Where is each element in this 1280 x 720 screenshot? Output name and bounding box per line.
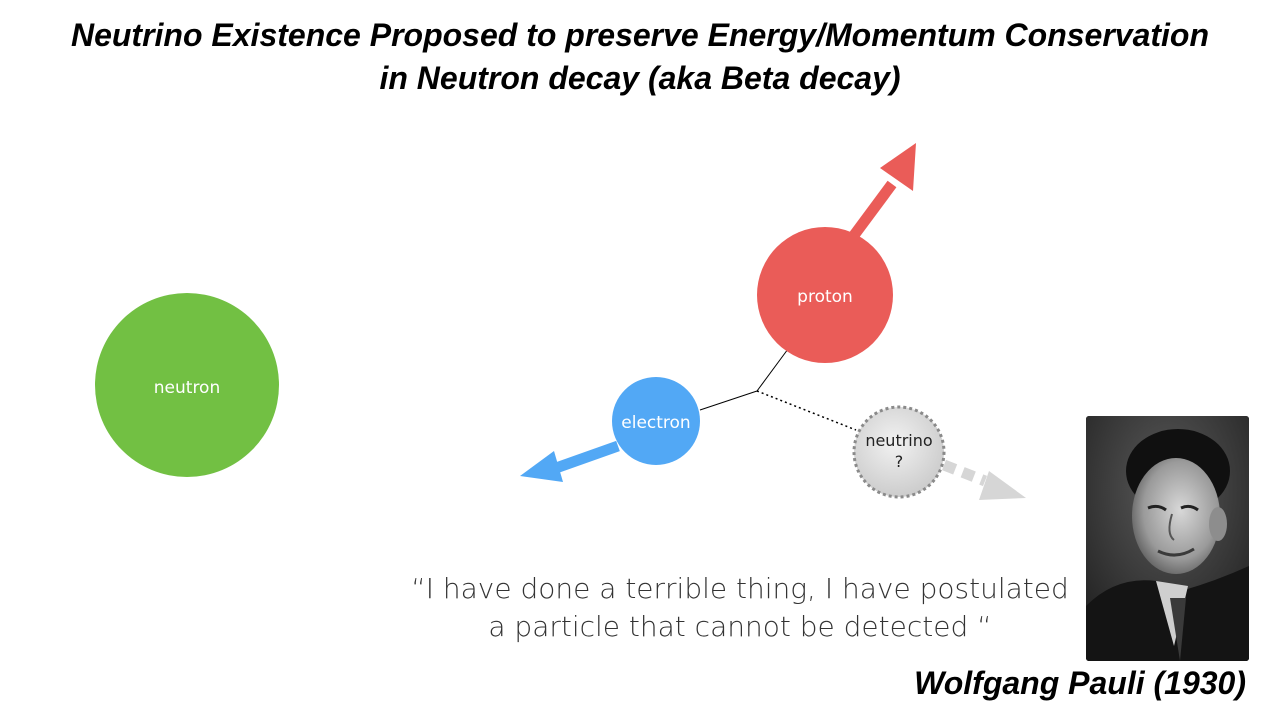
- vertex-to-neutrino-dotted-line: [756, 390, 857, 431]
- slide-title: Neutrino Existence Proposed to preserve …: [0, 14, 1280, 100]
- neutrino-label: neutrino: [865, 431, 932, 450]
- proton-label: proton: [797, 287, 853, 307]
- electron-particle: electron: [612, 377, 700, 465]
- proton-momentum-arrow: [847, 143, 916, 242]
- electron-label: electron: [621, 413, 690, 433]
- electron-momentum-arrow: [520, 440, 620, 482]
- neutron-label: neutron: [154, 378, 220, 398]
- proton-particle: proton: [757, 227, 893, 363]
- pauli-quote: “I have done a terrible thing, I have po…: [380, 570, 1100, 646]
- neutrino-particle: neutrino ?: [852, 405, 946, 499]
- quote-line-2: a particle that cannot be detected “: [488, 610, 992, 643]
- title-line-2: in Neutron decay (aka Beta decay): [379, 60, 901, 96]
- neutrino-question-mark: ?: [895, 452, 904, 471]
- vertex-to-electron-line: [699, 390, 758, 411]
- neutron-particle: neutron: [95, 293, 279, 477]
- quote-line-1: “I have done a terrible thing, I have po…: [411, 572, 1069, 605]
- author-name: Wolfgang Pauli (1930): [914, 665, 1246, 701]
- neutrino-momentum-arrow: [942, 459, 1026, 500]
- portrait-photo-icon: [1086, 416, 1249, 661]
- vertex-to-proton-line: [756, 348, 789, 392]
- title-line-1: Neutrino Existence Proposed to preserve …: [70, 17, 1210, 53]
